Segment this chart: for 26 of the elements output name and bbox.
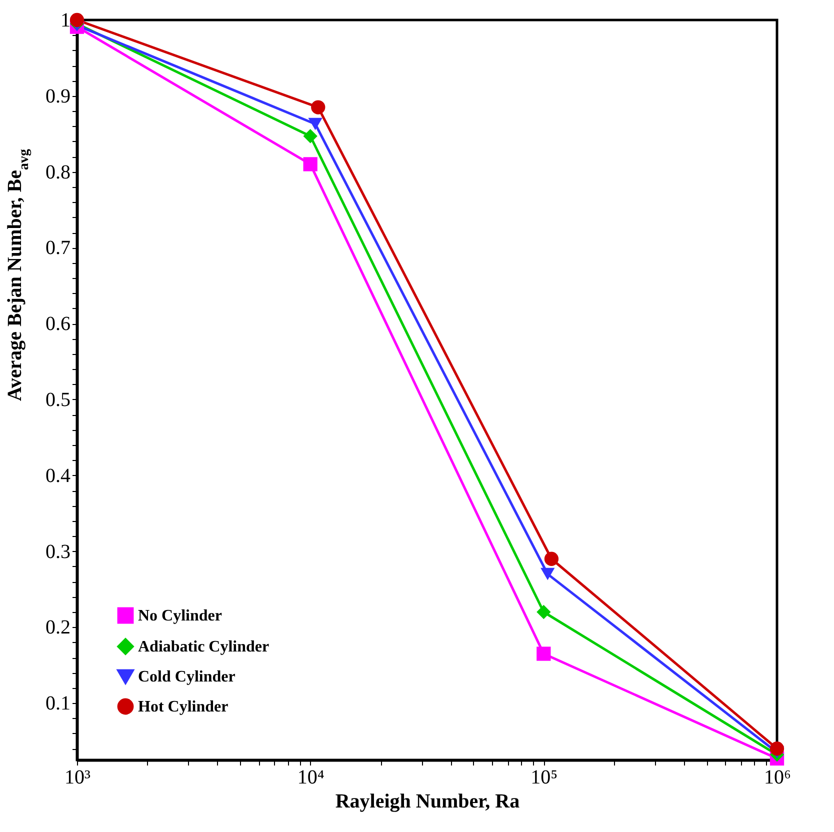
y-tick-label: 0.8 bbox=[46, 161, 70, 184]
x-tick-label: 10⁵ bbox=[530, 766, 558, 788]
point bbox=[70, 12, 84, 28]
y-axis-title: Average Bejan Number, Beavg bbox=[4, 149, 32, 402]
point bbox=[303, 157, 318, 172]
point bbox=[770, 742, 784, 756]
y-tick-label: 1 bbox=[60, 10, 70, 32]
point bbox=[303, 129, 318, 144]
point bbox=[536, 604, 551, 620]
x-tick-label: 10⁶ bbox=[764, 766, 792, 788]
y-tick-label: 0.7 bbox=[46, 237, 70, 260]
x-axis-title: Rayleigh Number, Ra bbox=[335, 790, 520, 812]
x-tick-label: 10⁴ bbox=[297, 766, 324, 788]
y-tick-label: 0.6 bbox=[46, 313, 70, 336]
point bbox=[536, 646, 551, 661]
legend-label: Hot Cylinder bbox=[138, 698, 228, 716]
legend-label: Adiabatic Cylinder bbox=[138, 638, 270, 656]
y-tick-label: 0.4 bbox=[46, 464, 70, 487]
y-tick-label: 0.9 bbox=[46, 85, 70, 108]
y-tick-label: 0.1 bbox=[46, 692, 70, 715]
legend-label: Cold Cylinder bbox=[138, 668, 236, 686]
y-tick-label: 0.3 bbox=[46, 540, 70, 563]
x-tick-label: 10³ bbox=[64, 766, 90, 788]
legend-label: No Cylinder bbox=[138, 608, 222, 624]
y-tick-label: 0.2 bbox=[46, 616, 70, 639]
y-tick-label: 0.5 bbox=[46, 388, 70, 411]
